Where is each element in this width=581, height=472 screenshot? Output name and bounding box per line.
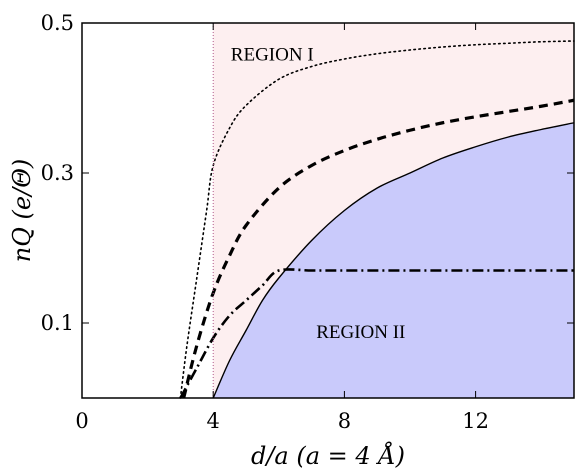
region-labels: REGION I REGION II: [231, 45, 406, 344]
x-axis-label: d/a (a = 4 Å): [251, 441, 405, 470]
y-tick-label: 0.3: [41, 161, 74, 185]
region-2-fill: [213, 122, 574, 398]
series-lines: [179, 23, 575, 399]
x-tick-label: 0: [75, 409, 88, 433]
series-dash-dot-line: [179, 268, 574, 399]
x-tick-label: 4: [207, 409, 220, 433]
series-dotted-line: [179, 40, 575, 399]
y-axis-label: nQ (e/Θ): [8, 159, 36, 262]
y-tick-label: 0.1: [41, 311, 74, 335]
plot-frame: [81, 22, 575, 399]
x-tick-label: 8: [338, 409, 351, 433]
x-tick-label: 12: [462, 409, 489, 433]
axis-ticks: 0 4 8 12 0.1 0.3 0.5: [41, 11, 574, 433]
region-label-2: REGION II: [316, 322, 405, 343]
series-solid-line: [212, 122, 575, 399]
region-label-1: REGION I: [231, 45, 314, 66]
y-tick-label: 0.5: [41, 11, 74, 35]
series-dashed-line: [182, 98, 575, 399]
